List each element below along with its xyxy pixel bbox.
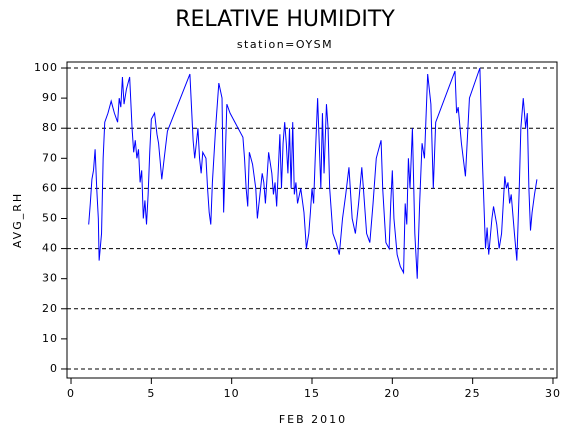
y-tick-label: 0 [50, 362, 58, 375]
y-tick-label: 90 [42, 91, 58, 104]
x-tick-label: 10 [224, 387, 240, 400]
data-line [88, 67, 538, 279]
y-tick-label: 70 [42, 151, 58, 164]
y-tick-label: 30 [42, 272, 58, 285]
x-tick-label: 5 [147, 387, 155, 400]
y-tick-label: 80 [42, 121, 58, 134]
x-tick-label: 30 [545, 387, 561, 400]
y-tick-label: 40 [42, 242, 58, 255]
chart-subtitle: station=OYSM [237, 38, 333, 51]
y-tick-label: 60 [42, 181, 58, 194]
y-tick-label: 100 [34, 61, 58, 74]
x-tick-label: 20 [384, 387, 400, 400]
x-tick-label: 0 [67, 387, 75, 400]
y-axis-label: AVG_RH [11, 192, 24, 248]
y-tick-label: 10 [42, 332, 58, 345]
y-tick-label: 20 [42, 302, 58, 315]
plot-frame [66, 61, 558, 379]
y-tick-label: 50 [42, 211, 58, 224]
x-axis-label: FEB 2010 [279, 413, 347, 426]
x-tick-label: 15 [304, 387, 320, 400]
x-tick-label: 25 [465, 387, 481, 400]
chart-title: RELATIVE HUMIDITY [175, 7, 395, 32]
